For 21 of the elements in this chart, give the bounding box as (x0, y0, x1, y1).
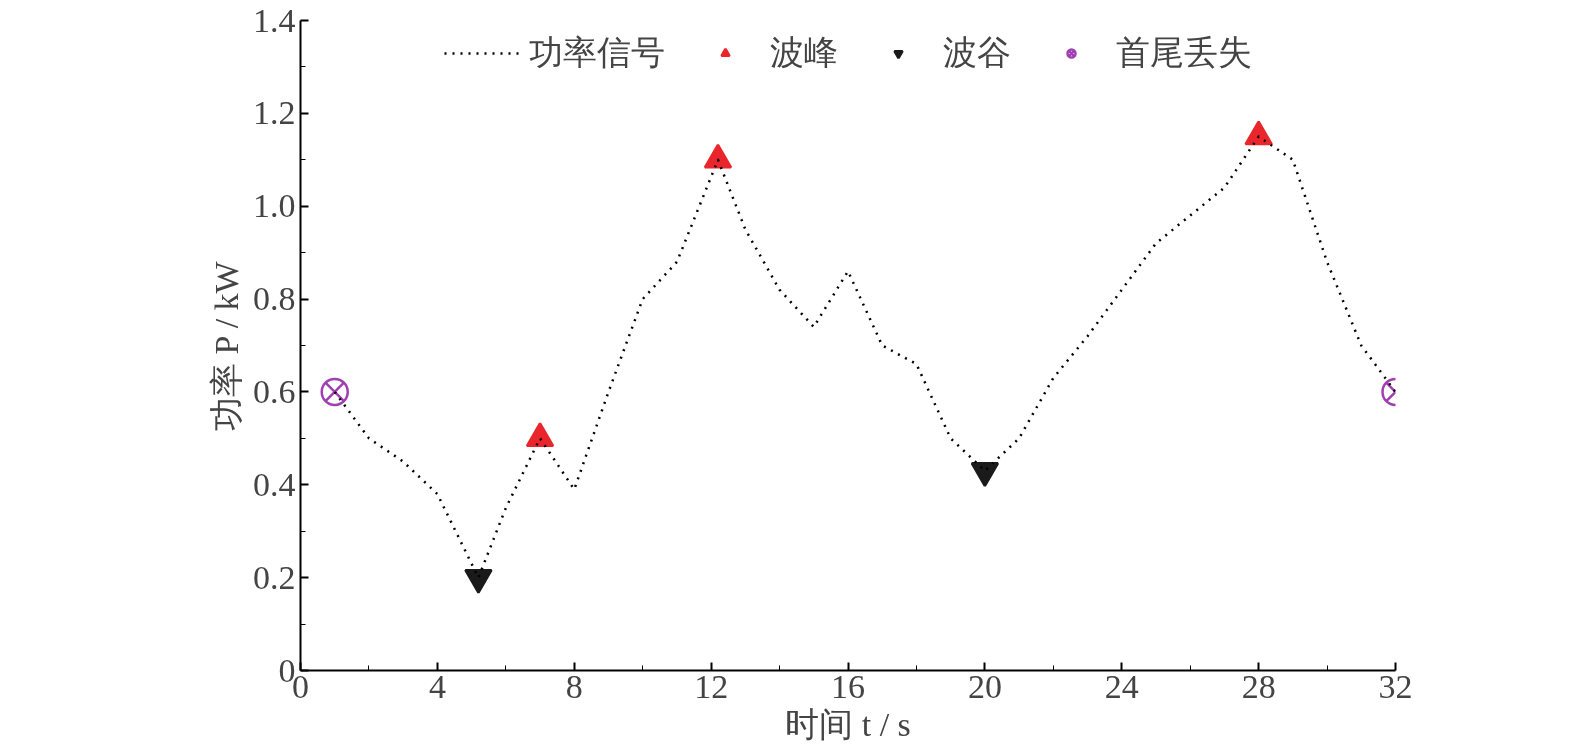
legend-label: 波谷 (942, 33, 1011, 73)
x-tick-label: 12 (694, 667, 729, 705)
x-tick-label: 20 (967, 667, 1002, 705)
y-tick-label: 1.4 (253, 1, 296, 39)
y-tick-label: 1.2 (253, 94, 296, 132)
y-tick-label: 0.2 (253, 558, 296, 596)
x-tick-label: 4 (428, 667, 446, 705)
y-tick-label: 1.0 (253, 187, 296, 225)
legend-label: 功率信号 (528, 33, 665, 73)
x-tick-label: 28 (1241, 667, 1276, 705)
y-tick-label: 0.6 (253, 372, 296, 410)
y-tick-label: 0.4 (253, 465, 296, 503)
x-tick-label: 16 (831, 667, 865, 705)
legend-label: 波峰 (769, 33, 838, 73)
legend-label: 首尾丢失 (1115, 33, 1252, 73)
x-tick-label: 8 (565, 667, 583, 705)
x-axis-title: 时间 t / s (785, 705, 911, 743)
y-axis-title: 功率 P / kW (208, 260, 245, 431)
y-tick-label: 0.8 (253, 280, 296, 318)
x-tick-label: 32 (1378, 667, 1413, 705)
x-tick-label: 24 (1104, 667, 1139, 705)
